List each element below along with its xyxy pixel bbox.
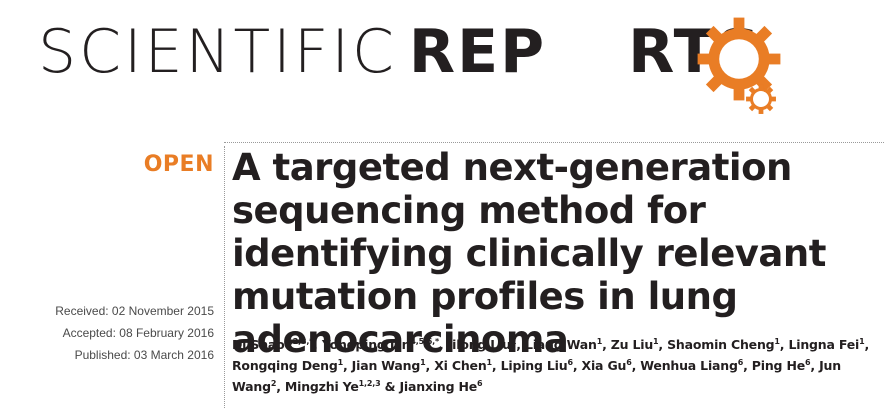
author-separator: ,	[516, 337, 525, 352]
author-separator: ,	[602, 337, 611, 352]
author-separator: ,	[425, 358, 435, 373]
article-dates: Received: 02 November 2015 Accepted: 08 …	[55, 300, 214, 366]
author-name[interactable]: Rongqing Deng	[232, 358, 338, 373]
author-affiliation: 1	[486, 357, 493, 367]
author-affiliation: 2	[270, 378, 277, 388]
author-affiliation: 6	[626, 357, 632, 367]
author-separator: ,	[313, 337, 322, 352]
author-separator: ,	[658, 337, 668, 352]
author-entry[interactable]: Xia Gu6	[582, 358, 632, 373]
author-name[interactable]: Xi Chen	[434, 358, 487, 373]
author-affiliation: 1	[596, 336, 603, 346]
author-entry[interactable]: Xi Chen1	[434, 358, 492, 373]
author-name[interactable]: Di Shao	[232, 337, 285, 352]
journal-name-bold-start: REP	[408, 17, 547, 87]
author-entry[interactable]: Jilong Liu1	[448, 337, 517, 352]
small-gear-icon	[746, 84, 776, 114]
sidebar-divider	[224, 146, 225, 408]
author-name[interactable]: Jian Wang	[351, 358, 421, 373]
author-name[interactable]: Shaomin Cheng	[667, 337, 775, 352]
author-separator: ,	[779, 337, 789, 352]
author-entry[interactable]: Lingna Fei1	[789, 337, 865, 352]
author-separator: &	[380, 379, 400, 394]
author-affiliation: 6	[737, 357, 744, 367]
author-separator: ,	[342, 358, 352, 373]
author-affiliation: 1	[510, 336, 517, 346]
author-entry[interactable]: Shaomin Cheng1	[667, 337, 780, 352]
author-affiliation: 1	[859, 336, 865, 346]
author-separator: ,	[743, 358, 752, 373]
author-affiliation: 1	[420, 357, 426, 367]
author-affiliation: 1	[774, 336, 780, 346]
author-separator: ,	[631, 358, 641, 373]
header-divider	[224, 142, 884, 143]
author-entry[interactable]: Ping He6	[752, 358, 811, 373]
author-separator: ,	[810, 358, 820, 373]
author-affiliation: 1	[653, 336, 659, 346]
journal-name-light: SCIENTIFIC	[38, 17, 397, 87]
author-affiliation: 4,5,6,*	[410, 336, 439, 346]
author-entry[interactable]: Di Shao1,2,3,*	[232, 337, 313, 352]
author-affiliation: 6	[567, 357, 573, 367]
author-name[interactable]: Liang Wan	[524, 337, 597, 352]
author-separator: ,	[572, 358, 582, 373]
author-separator: ,	[864, 337, 870, 352]
author-entry[interactable]: Yongping Lin4,5,6,*	[322, 337, 439, 352]
accepted-date: Accepted: 08 February 2016	[62, 326, 214, 340]
author-entry[interactable]: Jun Wang2	[232, 358, 841, 394]
author-affiliation: 1,2,3	[358, 378, 381, 388]
author-entry[interactable]: Liang Wan1	[525, 337, 602, 352]
open-access-label: OPEN	[143, 152, 214, 177]
author-name[interactable]: Jianxing He	[399, 379, 478, 394]
author-separator: ,	[439, 337, 448, 352]
author-name[interactable]: Jun Wang	[232, 358, 841, 394]
gear-logo-icon	[697, 17, 781, 101]
author-entry[interactable]: Liping Liu6	[501, 358, 573, 373]
author-affiliation: 1	[337, 357, 344, 367]
author-separator: ,	[491, 358, 501, 373]
author-name[interactable]: Ping He	[751, 358, 805, 373]
article-title: A targeted next-generation sequencing me…	[232, 146, 826, 361]
author-name[interactable]: Jilong Liu	[447, 337, 511, 352]
author-name[interactable]: Xia Gu	[581, 358, 627, 373]
author-list: Di Shao1,2,3,*, Yongping Lin4,5,6,*, Jil…	[232, 334, 882, 397]
author-entry[interactable]: Mingzhi Ye1,2,3	[285, 379, 381, 394]
author-affiliation: 1,2,3,*	[284, 336, 314, 346]
author-affiliation: 6	[804, 357, 811, 367]
journal-masthead: SCIENTIFIC REP RTS	[38, 12, 762, 92]
author-affiliation: 6	[477, 378, 483, 388]
author-name[interactable]: Mingzhi Ye	[284, 379, 359, 394]
author-name[interactable]: Wenhua Liang	[640, 358, 738, 373]
author-entry[interactable]: Wenhua Liang6	[640, 358, 743, 373]
author-name[interactable]: Zu Liu	[610, 337, 654, 352]
author-name[interactable]: Yongping Lin	[321, 337, 411, 352]
author-entry[interactable]: Jian Wang1	[352, 358, 426, 373]
author-name[interactable]: Lingna Fei	[788, 337, 860, 352]
author-separator: ,	[276, 379, 285, 394]
received-date: Received: 02 November 2015	[55, 304, 214, 318]
author-entry[interactable]: Zu Liu1	[611, 337, 659, 352]
author-entry[interactable]: Jianxing He6	[399, 379, 482, 394]
author-name[interactable]: Liping Liu	[500, 358, 568, 373]
author-entry[interactable]: Rongqing Deng1	[232, 358, 343, 373]
published-date: Published: 03 March 2016	[74, 348, 214, 362]
